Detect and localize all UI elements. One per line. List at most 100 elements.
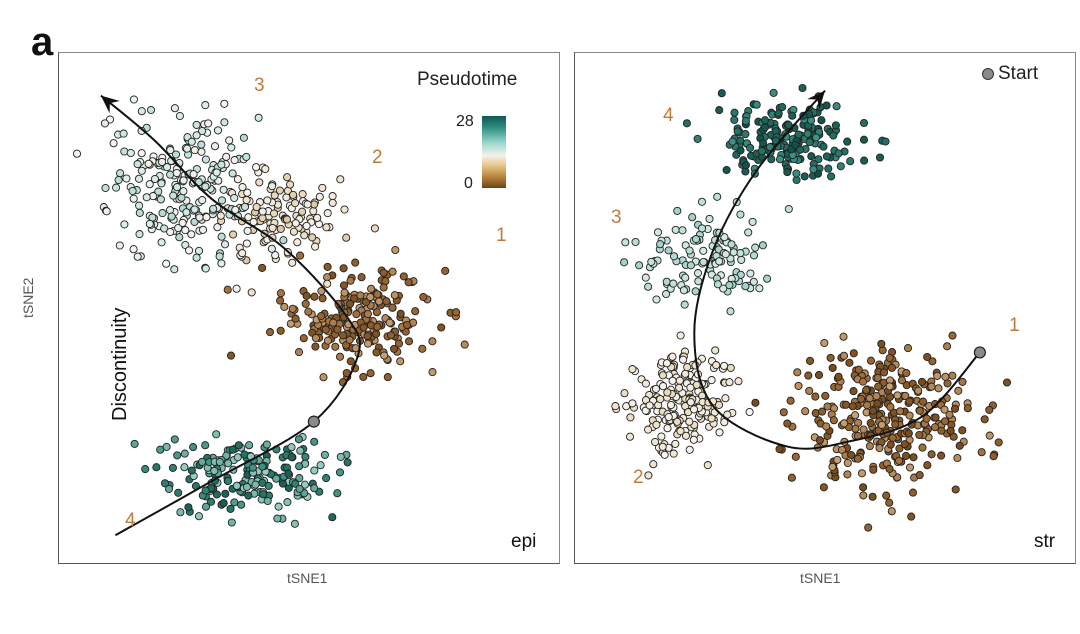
cell-point-cluster-3	[688, 213, 697, 222]
cell-point-cluster-2	[686, 398, 695, 407]
cell-point-cluster-1	[399, 272, 408, 281]
cell-point-cluster-3	[167, 212, 176, 221]
cell-point-cluster-4	[846, 157, 855, 166]
cell-point-cluster-4	[194, 512, 204, 521]
cell-point-cluster-2	[323, 209, 332, 218]
cell-point-cluster-1	[310, 292, 319, 301]
cell-point-cluster-2	[303, 200, 312, 209]
cell-point-cluster-1	[951, 485, 960, 494]
cell-point-cluster-3	[201, 182, 210, 191]
cell-point-cluster-3	[691, 287, 700, 296]
cell-point-cluster-3	[195, 213, 204, 222]
cell-point-cluster-3	[170, 104, 179, 113]
cell-point-cluster-3	[685, 246, 694, 255]
cell-point-cluster-2	[668, 352, 677, 361]
cell-point-cluster-4	[244, 491, 253, 500]
cell-point-cluster-2	[711, 346, 720, 355]
cell-point-cluster-1	[418, 344, 427, 353]
cell-point-cluster-3	[126, 148, 135, 158]
cell-point-cluster-1	[820, 338, 829, 348]
cell-point-cluster-4	[843, 137, 852, 146]
cell-point-cluster-2	[229, 230, 238, 239]
cell-point-cluster-4	[201, 502, 211, 511]
cell-point-cluster-3	[213, 223, 222, 232]
cell-point-cluster-1	[826, 353, 835, 362]
cell-point-cluster-4	[803, 129, 812, 138]
cell-point-cluster-2	[238, 249, 247, 258]
cell-point-cluster-1	[864, 523, 873, 532]
cell-point-cluster-1	[859, 483, 868, 492]
cell-point-cluster-1	[321, 325, 330, 334]
cell-point-cluster-4	[693, 134, 702, 143]
cell-point-cluster-3	[198, 225, 208, 234]
cell-point-cluster-2	[340, 205, 349, 214]
cell-point-cluster-1	[869, 406, 878, 415]
cell-point-cluster-3	[150, 174, 159, 184]
cell-point-cluster-1	[859, 491, 868, 500]
cell-point-cluster-3	[172, 168, 181, 178]
cell-point-cluster-2	[247, 288, 256, 297]
cell-point-cluster-4	[274, 502, 283, 511]
cell-point-cluster-4	[287, 443, 296, 452]
cell-point-cluster-1	[917, 377, 927, 386]
cell-point-cluster-3	[166, 227, 175, 237]
cell-point-cluster-3	[187, 230, 196, 239]
cell-point-cluster-4	[176, 508, 185, 517]
cell-point-cluster-1	[908, 488, 918, 497]
cell-point-cluster-1	[863, 401, 872, 410]
cell-point-cluster-1	[382, 297, 391, 306]
cell-point-cluster-2	[328, 198, 337, 207]
cell-point-cluster-3	[145, 219, 154, 228]
cell-point-cluster-2	[725, 378, 734, 387]
cell-point-cluster-3	[220, 240, 230, 249]
cell-point-cluster-3	[680, 300, 689, 309]
cell-point-cluster-2	[683, 363, 692, 372]
cell-point-cluster-3	[109, 139, 118, 148]
cell-point-cluster-3	[268, 182, 277, 191]
cell-point-cluster-3	[179, 176, 188, 185]
cell-point-cluster-1	[937, 451, 946, 460]
start-point-icon	[982, 68, 994, 80]
cell-point-cluster-2	[658, 442, 667, 451]
cell-point-cluster-4	[284, 469, 293, 478]
cell-point-cluster-2	[309, 207, 318, 216]
cell-point-cluster-4	[283, 498, 292, 507]
cell-point-cluster-2	[681, 431, 691, 440]
cell-point-cluster-4	[336, 452, 345, 461]
cell-point-cluster-1	[922, 414, 931, 423]
cell-point-cluster-3	[175, 233, 184, 242]
cell-point-cluster-1	[299, 334, 308, 343]
cell-point-cluster-1	[857, 394, 866, 403]
legend-title: Pseudotime	[417, 69, 518, 90]
cell-point-cluster-1	[437, 323, 446, 332]
start-legend: Start	[982, 63, 1038, 85]
cell-point-cluster-2	[686, 383, 695, 392]
cell-point-cluster-3	[166, 170, 175, 179]
cell-point-cluster-1	[858, 377, 868, 386]
cell-point-cluster-3	[135, 208, 144, 217]
cell-point-cluster-4	[242, 482, 251, 492]
cell-point-cluster-3	[652, 295, 661, 304]
cell-point-cluster-2	[714, 400, 724, 409]
cell-point-cluster-1	[941, 372, 950, 381]
cell-point-cluster-2	[671, 439, 680, 448]
cell-point-cluster-1	[391, 245, 400, 255]
cell-point-cluster-2	[669, 449, 678, 458]
cell-point-cluster-2	[649, 460, 658, 469]
cell-point-cluster-3	[190, 205, 199, 214]
cell-point-cluster-1	[872, 392, 881, 401]
cell-point-cluster-4	[328, 513, 337, 522]
panel-name-epi: epi	[511, 531, 537, 552]
cell-point-cluster-1	[346, 276, 355, 285]
cell-point-cluster-2	[675, 376, 684, 385]
cell-point-cluster-3	[174, 223, 183, 233]
cell-point-cluster-4	[310, 437, 319, 446]
cell-point-cluster-1	[839, 332, 848, 341]
cell-point-cluster-1	[441, 266, 450, 275]
cell-point-cluster-4	[224, 476, 233, 485]
cell-point-cluster-3	[736, 249, 745, 258]
cell-point-cluster-2	[310, 200, 319, 209]
cell-point-cluster-1	[379, 268, 388, 277]
cluster-label-1: 1	[1009, 315, 1020, 336]
cell-point-cluster-3	[631, 237, 640, 247]
